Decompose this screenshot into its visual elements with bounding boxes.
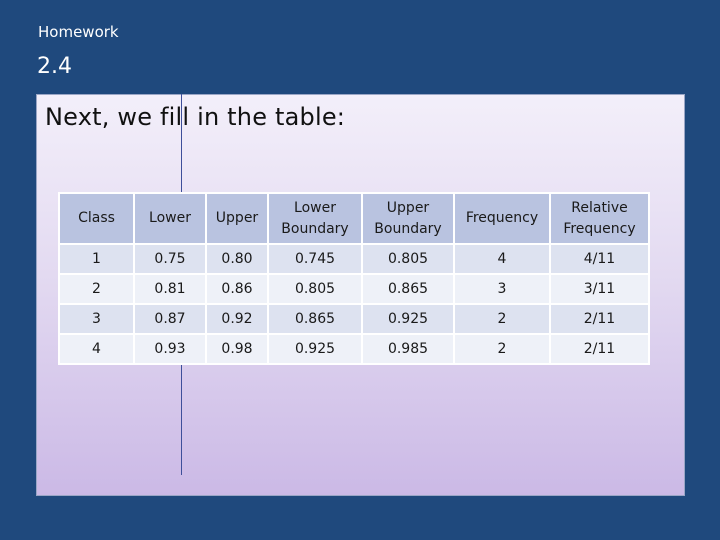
frequency-table-container: Class Lower Upper Lower Boundary Upper B… — [58, 192, 650, 365]
table-row: 1 0.75 0.80 0.745 0.805 4 4/11 — [58, 243, 650, 275]
table-cell: 2 — [58, 273, 135, 305]
table-cell: 4 — [58, 333, 135, 365]
table-cell: 3 — [58, 303, 135, 335]
frequency-table: Class Lower Upper Lower Boundary Upper B… — [58, 192, 650, 365]
table-row: 2 0.81 0.86 0.805 0.865 3 3/11 — [58, 273, 650, 305]
table-header-row: Class Lower Upper Lower Boundary Upper B… — [58, 192, 650, 245]
table-cell: 0.985 — [361, 333, 455, 365]
column-header-lower-boundary: Lower Boundary — [267, 192, 363, 245]
table-cell: 4/11 — [549, 243, 650, 275]
table-cell: 0.865 — [267, 303, 363, 335]
table-cell: 0.81 — [133, 273, 207, 305]
table-row: 4 0.93 0.98 0.925 0.985 2 2/11 — [58, 333, 650, 365]
table-cell: 3/11 — [549, 273, 650, 305]
table-cell: 0.805 — [361, 243, 455, 275]
content-title: Next, we fill in the table: — [45, 103, 346, 131]
column-header-relative-frequency: Relative Frequency — [549, 192, 650, 245]
table-cell: 0.98 — [205, 333, 269, 365]
table-cell: 3 — [453, 273, 551, 305]
column-header-frequency: Frequency — [453, 192, 551, 245]
column-header-upper: Upper — [205, 192, 269, 245]
table-cell: 0.865 — [361, 273, 455, 305]
table-cell: 0.93 — [133, 333, 207, 365]
table-cell: 0.80 — [205, 243, 269, 275]
table-cell: 0.745 — [267, 243, 363, 275]
table-cell: 2 — [453, 333, 551, 365]
table-cell: 0.805 — [267, 273, 363, 305]
table-cell: 2/11 — [549, 303, 650, 335]
table-row: 3 0.87 0.92 0.865 0.925 2 2/11 — [58, 303, 650, 335]
column-header-upper-boundary: Upper Boundary — [361, 192, 455, 245]
table-cell: 0.87 — [133, 303, 207, 335]
table-cell: 2/11 — [549, 333, 650, 365]
table-cell: 2 — [453, 303, 551, 335]
table-cell: 0.75 — [133, 243, 207, 275]
column-header-lower: Lower — [133, 192, 207, 245]
slide-header-label: Homework — [38, 23, 119, 41]
table-cell: 1 — [58, 243, 135, 275]
table-cell: 0.86 — [205, 273, 269, 305]
table-cell: 0.925 — [361, 303, 455, 335]
table-cell: 0.925 — [267, 333, 363, 365]
slide-number: 2.4 — [37, 54, 72, 79]
table-cell: 0.92 — [205, 303, 269, 335]
table-cell: 4 — [453, 243, 551, 275]
column-header-class: Class — [58, 192, 135, 245]
